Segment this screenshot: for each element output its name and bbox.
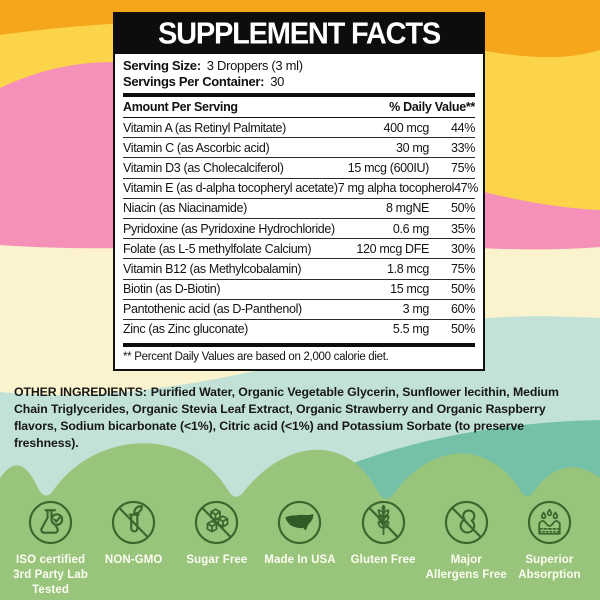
serving-size-value: 3 Droppers (3 ml) [206, 58, 303, 73]
nutrient-amount: 0.6 mg [392, 221, 429, 236]
nutrient-name: Vitamin D3 (as Cholecalciferol) [123, 160, 284, 175]
table-row: Folate (as L-5 methylfolate Calcium) 120… [123, 239, 475, 260]
table-row: Vitamin E (as d-alpha tocopheryl acetate… [123, 179, 479, 199]
table-row: Vitamin D3 (as Cholecalciferol) 15 mcg (… [123, 158, 475, 179]
table-row: Pantothenic acid (as D-Panthenol) 3 mg 6… [123, 300, 475, 320]
panel-title: SUPPLEMENT FACTS [157, 16, 441, 51]
nutrient-name: Niacin (as Niacinamide) [123, 201, 247, 216]
nutrient-name: Folate (as L-5 methylfolate Calcium) [123, 241, 312, 256]
badge-non-gmo: NON-GMO [92, 499, 175, 598]
column-daily-value: % Daily Value** [389, 100, 475, 114]
usa-map-icon [278, 500, 322, 545]
other-ingredients-paragraph: OTHER INGREDIENTS: Purified Water, Organi… [14, 384, 588, 452]
badge-made-in-usa: Made In USA [258, 499, 341, 598]
servings-per-container-label: Servings Per Container: [123, 73, 265, 89]
table-row: Niacin (as Niacinamide) 8 mgNE 50% [123, 199, 475, 219]
divider-thick [123, 93, 475, 97]
panel-body: Serving Size: 3 Droppers (3 ml) Servings … [115, 54, 483, 369]
serving-size-label: Serving Size: [123, 58, 201, 73]
nutrient-dv: 33% [451, 140, 475, 155]
badge-label: Made In USA [264, 554, 336, 566]
badge-label: NON-GMO [104, 554, 163, 566]
panel-title-bar: SUPPLEMENT FACTS [115, 14, 483, 54]
sugar-free-icon [195, 500, 239, 545]
badge-iso-certified: ISO certified 3rd Party Lab Tested [9, 499, 92, 598]
nutrient-name: Vitamin B12 (as Methylcobalamin) [123, 261, 302, 276]
table-row: Zinc (as Zinc gluconate) 5.5 mg 50% [123, 320, 475, 339]
nutrient-dv: 47% [454, 181, 479, 196]
nutrient-name: Vitamin C (as Ascorbic acid) [123, 140, 270, 155]
nutrient-name: Biotin (as D-Biotin) [123, 282, 221, 297]
badge-label: Major Allergens Free [425, 554, 507, 581]
table-row: Vitamin C (as Ascorbic acid) 30 mg 33% [123, 138, 475, 159]
nutrient-dv: 35% [451, 221, 475, 236]
nutrient-amount: 30 mg [396, 140, 429, 155]
serving-size-line: Serving Size: 3 Droppers (3 ml) [123, 58, 475, 74]
other-ingredients-text: Purified Water, Organic Vegetable Glycer… [14, 385, 559, 450]
nutrient-amount: 1.8 mcg [386, 261, 429, 276]
nutrient-amount: 15 mcg (600IU) [347, 160, 430, 175]
nutrient-dv: 60% [451, 302, 475, 317]
nutrient-amount: 120 mcg DFE [356, 241, 429, 256]
nutrient-name: Vitamin E (as d-alpha tocopheryl acetate… [123, 181, 338, 196]
nutrient-amount: 7 mg alpha tocopherol [337, 181, 455, 196]
table-row: Vitamin A (as Retinyl Palmitate) 400 mcg… [123, 118, 475, 139]
nutrient-name: Pantothenic acid (as D-Panthenol) [123, 302, 302, 317]
badge-label: Sugar Free [186, 554, 248, 566]
badge-label: Superior Absorption [518, 554, 581, 581]
nutrient-dv: 75% [451, 261, 475, 276]
servings-per-container-line: Servings Per Container: 30 [123, 74, 475, 90]
non-gmo-icon [112, 500, 156, 545]
nutrient-dv: 30% [451, 241, 475, 256]
lab-flask-check-icon [28, 500, 73, 545]
table-row: Biotin (as D-Biotin) 15 mcg 50% [123, 280, 475, 300]
supplement-facts-panel: SUPPLEMENT FACTS Serving Size: 3 Droppers… [113, 12, 485, 371]
nutrient-amount: 400 mcg [383, 120, 430, 135]
badge-gluten-free: Gluten Free [342, 499, 425, 598]
nutrient-dv: 50% [451, 282, 475, 297]
absorption-icon [527, 500, 572, 545]
divider-thick [123, 343, 475, 347]
badge-label: ISO certified 3rd Party Lab Tested [13, 554, 88, 596]
badge-allergens-free: Major Allergens Free [425, 499, 508, 598]
gluten-free-icon [361, 500, 405, 545]
badge-sugar-free: Sugar Free [175, 499, 258, 598]
nutrient-amount: 15 mcg [390, 282, 429, 297]
column-amount-per-serving: Amount Per Serving [123, 100, 238, 114]
badge-label: Gluten Free [350, 554, 416, 566]
nutrient-dv: 75% [451, 160, 475, 175]
table-header-row: Amount Per Serving % Daily Value** [123, 97, 475, 118]
table-row: Vitamin B12 (as Methylcobalamin) 1.8 mcg… [123, 259, 475, 280]
nutrient-amount: 5.5 mg [392, 322, 429, 337]
nutrient-name: Pyridoxine (as Pyridoxine Hydrochloride) [123, 221, 335, 236]
badge-superior-absorption: Superior Absorption [508, 499, 591, 598]
nutrient-rows: Vitamin A (as Retinyl Palmitate) 400 mcg… [123, 118, 479, 339]
nutrient-dv: 50% [451, 322, 475, 337]
nutrient-name: Zinc (as Zinc gluconate) [123, 322, 248, 337]
servings-per-container-value: 30 [270, 73, 285, 89]
allergen-free-icon [444, 500, 488, 545]
nutrient-dv: 50% [451, 201, 475, 216]
nutrient-name: Vitamin A (as Retinyl Palmitate) [123, 120, 286, 135]
nutrient-amount: 8 mgNE [385, 201, 429, 216]
nutrient-amount: 3 mg [402, 302, 430, 317]
nutrient-dv: 44% [451, 120, 475, 135]
badge-row: ISO certified 3rd Party Lab Tested NON-G… [0, 499, 600, 598]
other-ingredients-label: OTHER INGREDIENTS: [14, 385, 147, 399]
daily-value-footnote: ** Percent Daily Values are based on 2,0… [123, 351, 389, 363]
table-row: Pyridoxine (as Pyridoxine Hydrochloride)… [123, 219, 475, 240]
